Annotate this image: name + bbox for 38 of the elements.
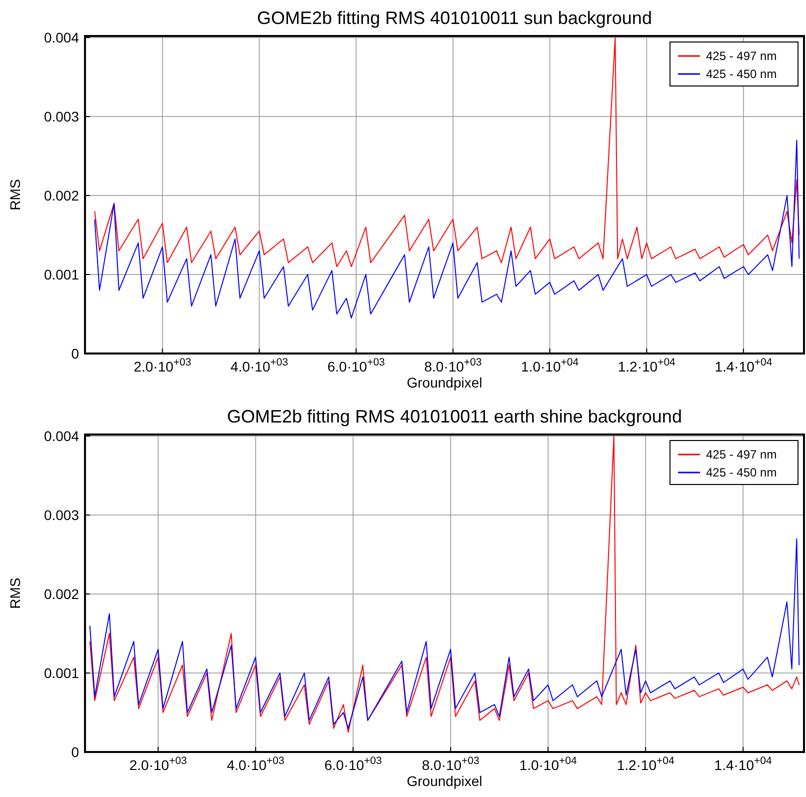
- y-tick-label: 0.001: [44, 665, 80, 682]
- legend-label: 425 - 497 nm: [706, 448, 777, 462]
- legend-label: 425 - 450 nm: [706, 466, 777, 480]
- y-tick-label: 0: [71, 744, 80, 760]
- x-tick-label: 1.0·10$^{+04}$: [521, 356, 579, 374]
- x-tick-label: 1.4·10$^{+04}$: [714, 356, 772, 374]
- legend-label: 425 - 497 nm: [706, 49, 777, 63]
- chart-title: GOME2b fitting RMS 401010011 sun background: [257, 8, 652, 28]
- x-tick-label: 4.0·10$^{+03}$: [226, 755, 285, 773]
- line-series: [89, 436, 800, 733]
- line-series: [89, 538, 800, 729]
- x-tick-label: 8.0·10$^{+03}$: [422, 755, 480, 773]
- x-tick-label: 1.2·10$^{+04}$: [616, 755, 674, 773]
- x-tick-label: 1.2·10$^{+04}$: [618, 356, 676, 374]
- y-tick-label: 0.004: [44, 428, 80, 444]
- chart-title: GOME2b fitting RMS 401010011 earth shine background: [227, 406, 682, 426]
- x-axis-title: Groundpixel: [406, 374, 482, 390]
- x-tick-label: 8.0·10$^{+03}$: [424, 356, 482, 374]
- y-tick-label: 0.004: [44, 30, 80, 46]
- y-tick-label: 0.001: [44, 266, 80, 283]
- y-tick-label: 0: [71, 346, 80, 362]
- x-axis-title: Groundpixel: [406, 773, 482, 789]
- x-tick-label: 2.0·10$^{+03}$: [134, 356, 192, 374]
- line-series: [94, 37, 800, 268]
- x-tick-label: 6.0·10$^{+03}$: [327, 356, 386, 374]
- x-tick-label: 1.4·10$^{+04}$: [714, 755, 772, 773]
- y-axis-title: RMS: [7, 578, 23, 609]
- y-tick-label: 0.003: [44, 108, 80, 125]
- x-tick-label: 6.0·10$^{+03}$: [324, 755, 382, 773]
- line-series: [94, 140, 800, 318]
- y-tick-label: 0.003: [44, 507, 80, 524]
- legend-label: 425 - 450 nm: [706, 67, 777, 81]
- x-tick-label: 1.0·10$^{+04}$: [519, 755, 577, 773]
- x-tick-label: 4.0·10$^{+03}$: [230, 356, 288, 374]
- y-tick-label: 0.002: [44, 188, 80, 204]
- x-tick-label: 2.0·10$^{+03}$: [129, 755, 188, 773]
- y-axis-title: RMS: [7, 179, 23, 210]
- y-tick-label: 0.002: [44, 586, 80, 602]
